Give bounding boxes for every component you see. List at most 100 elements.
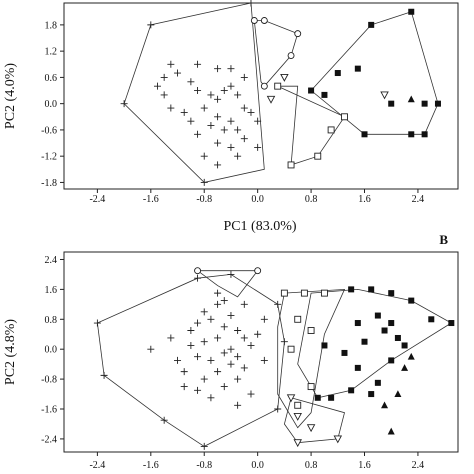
open-square-point — [341, 113, 348, 121]
plus-point — [93, 319, 101, 327]
open-square-point — [307, 383, 315, 391]
panel-b: 2.4 1.6 0.8 0.0 -0.8 -1.6 -2.4 -2.4 -1.6 -0.8 0.0… — [3, 232, 459, 471]
filled-square-point — [354, 65, 361, 72]
x-tick-label: 1.6 — [358, 460, 371, 471]
y-tick-label: -1.6 — [41, 405, 57, 416]
plus-point — [227, 270, 235, 278]
plus-point — [274, 405, 282, 413]
plus-point — [207, 394, 215, 402]
plus-point — [194, 274, 202, 282]
plus-point — [147, 21, 155, 29]
open-square-point — [280, 289, 288, 297]
plus-point — [194, 60, 202, 68]
plus-point — [234, 353, 242, 361]
plus-point — [234, 375, 242, 383]
plus-point — [167, 334, 175, 342]
y-tick-label: -1.8 — [41, 178, 57, 189]
plus-point — [240, 300, 248, 308]
plus-point — [187, 327, 195, 335]
plus-point — [147, 345, 155, 353]
y-tick-label: 0.0 — [45, 99, 58, 110]
plus-point — [194, 130, 202, 138]
filled-square-point — [394, 334, 401, 341]
plus-point — [234, 401, 242, 409]
circle-point — [294, 30, 302, 38]
plus-point — [207, 91, 215, 99]
y-tick-label: 0.6 — [45, 73, 58, 84]
plus-point — [200, 178, 208, 186]
x-tick-label: 1.6 — [358, 194, 371, 205]
y-tick-label: -2.4 — [41, 434, 57, 445]
plus-point — [200, 442, 208, 450]
plus-point — [214, 300, 222, 308]
open-down-triangle-point — [293, 413, 302, 421]
panel-b-hulls — [96, 270, 453, 447]
plus-point — [247, 0, 255, 7]
plus-point — [200, 152, 208, 160]
plus-point — [234, 91, 242, 99]
plus-point — [120, 100, 128, 108]
filled-square-point — [381, 327, 388, 334]
open-down-triangle-point — [280, 73, 289, 82]
panel-b-ylabel: PC2 (4.8%) — [3, 319, 18, 385]
plus-point — [274, 300, 282, 308]
plus-point — [227, 65, 235, 73]
plus-point — [227, 312, 235, 320]
y-tick-label: 1.2 — [45, 47, 58, 58]
plus-point — [194, 353, 202, 361]
x-tick-label: -1.6 — [143, 460, 159, 471]
filled-square-point — [408, 131, 415, 138]
circle-point — [194, 267, 202, 275]
panel-b-xticks: -2.4 -1.6 -0.8 0.0 0.8 1.6 2.4 — [89, 452, 424, 471]
plus-point — [220, 87, 228, 95]
panel-a-xlabel: PC1 (83.0%) — [223, 219, 296, 234]
plus-point — [194, 87, 202, 95]
panel-a-points — [120, 0, 441, 186]
panel-a-frame — [63, 2, 459, 190]
plus-point — [247, 108, 255, 116]
y-tick-label: 2.4 — [45, 255, 58, 266]
plus-point — [214, 65, 222, 73]
open-square-point — [314, 152, 322, 160]
x-tick-label: -2.4 — [89, 194, 105, 205]
y-tick-label: 1.6 — [45, 285, 58, 296]
x-tick-label: 2.4 — [412, 460, 425, 471]
open-down-triangle-point — [333, 435, 343, 444]
triangle-down-open-hull — [283, 397, 345, 444]
open-square-point — [307, 327, 315, 334]
filled-square-point — [374, 379, 381, 386]
panel-b-yticks: 2.4 1.6 0.8 0.0 -0.8 -1.6 -2.4 — [41, 255, 64, 445]
plus-point — [220, 126, 228, 134]
filled-square-point — [334, 70, 341, 77]
circle-point — [254, 267, 262, 275]
square-filled-hull — [297, 288, 453, 399]
x-tick-label: -0.8 — [196, 460, 212, 471]
circle-point — [260, 17, 268, 24]
panel-b-label: B — [439, 232, 448, 247]
filled-square-point — [408, 8, 415, 15]
filled-square-point — [321, 91, 328, 98]
circle-point — [287, 52, 295, 59]
plus-point — [220, 383, 228, 391]
filled-square-point — [388, 357, 395, 364]
plus-point — [260, 356, 268, 364]
plus-point — [240, 334, 248, 342]
plus-point — [240, 135, 248, 143]
y-tick-label: -0.6 — [41, 125, 57, 136]
plus-point — [187, 78, 195, 86]
panel-a-yticks: 1.8 1.2 0.6 0.0 -0.6 -1.2 -1.8 — [41, 20, 64, 189]
plus-point — [194, 319, 202, 327]
filled-square-point — [434, 100, 441, 107]
x-tick-label: -0.8 — [196, 194, 212, 205]
plus-point — [227, 345, 235, 353]
filled-square-point — [314, 394, 321, 401]
panel-a-hulls — [123, 2, 439, 183]
plus-point — [214, 334, 222, 342]
plus-point — [227, 82, 235, 90]
filled-square-point — [421, 131, 428, 138]
y-tick-label: 1.8 — [45, 20, 58, 31]
filled-square-point — [388, 320, 395, 327]
plus-point — [153, 82, 161, 90]
filled-square-point — [448, 320, 455, 327]
